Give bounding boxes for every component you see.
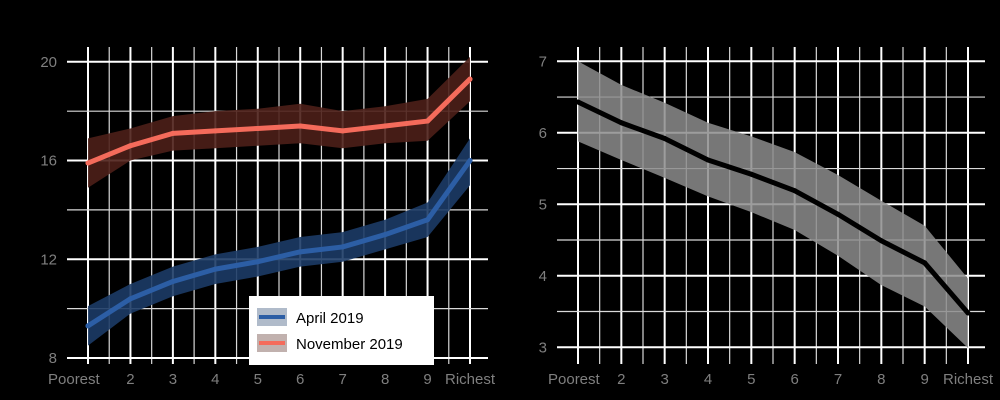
legend: April 2019 November 2019 (249, 296, 434, 365)
legend-label-april-2019: April 2019 (296, 310, 364, 327)
data-point-series-0 (618, 120, 624, 126)
x-tick-label: Poorest (48, 371, 101, 388)
data-point-april-2019 (340, 244, 346, 250)
data-point-series-0 (878, 238, 884, 244)
y-tick-label: 16 (40, 153, 57, 170)
x-tick-label: 2 (617, 371, 625, 388)
x-tick-label: Richest (943, 371, 994, 388)
legend-box (249, 296, 434, 365)
confidence-band-november-2019 (88, 56, 470, 188)
y-tick-label: 8 (49, 350, 57, 367)
legend-label-november-2019: November 2019 (296, 336, 403, 353)
data-point-april-2019 (85, 323, 91, 329)
x-tick-label: 4 (704, 371, 712, 388)
series-line-series-0 (575, 99, 971, 316)
confidence-band-series-0 (578, 61, 968, 348)
x-tick-label: 7 (834, 371, 842, 388)
y-tick-label: 5 (539, 196, 547, 213)
data-point-april-2019 (467, 158, 473, 164)
x-tick-label: 9 (423, 371, 431, 388)
x-tick-label: 5 (254, 371, 262, 388)
x-tick-label: Poorest (548, 371, 601, 388)
x-tick-label: 8 (877, 371, 885, 388)
x-tick-label: 6 (790, 371, 798, 388)
data-point-november-2019 (255, 125, 261, 131)
y-tick-label: 6 (539, 125, 547, 142)
data-point-november-2019 (170, 130, 176, 136)
y-tick-label: 4 (539, 268, 547, 285)
data-point-series-0 (835, 211, 841, 217)
data-point-november-2019 (212, 128, 218, 134)
data-point-series-0 (792, 188, 798, 194)
x-tick-label: 7 (338, 371, 346, 388)
y-tick-label: 7 (539, 53, 547, 70)
data-point-series-0 (748, 171, 754, 177)
data-point-april-2019 (127, 296, 133, 302)
y-tick-label: 20 (40, 54, 57, 71)
data-point-november-2019 (340, 128, 346, 134)
x-tick-label: 5 (747, 371, 755, 388)
data-point-series-0 (922, 260, 928, 266)
data-point-april-2019 (425, 217, 431, 223)
x-tick-label: 4 (211, 371, 219, 388)
y-tick-label: 12 (40, 251, 57, 268)
data-point-november-2019 (382, 123, 388, 129)
data-point-series-0 (575, 99, 581, 105)
x-tick-label: 9 (920, 371, 928, 388)
data-point-series-0 (662, 136, 668, 142)
x-tick-label: 3 (660, 371, 668, 388)
data-point-april-2019 (382, 232, 388, 238)
y-tick-label: 3 (539, 339, 547, 356)
data-point-april-2019 (297, 249, 303, 255)
data-point-november-2019 (127, 143, 133, 149)
data-point-november-2019 (85, 160, 91, 166)
data-point-april-2019 (170, 278, 176, 284)
x-tick-label: Richest (445, 371, 496, 388)
data-point-series-0 (705, 157, 711, 163)
x-tick-label: 6 (296, 371, 304, 388)
confidence-band-april-2019 (88, 138, 470, 346)
data-point-april-2019 (255, 259, 261, 265)
x-tick-label: 8 (381, 371, 389, 388)
data-point-april-2019 (212, 266, 218, 272)
x-tick-label: 2 (126, 371, 134, 388)
data-point-november-2019 (297, 123, 303, 129)
series-line-november-2019 (85, 76, 473, 166)
data-point-series-0 (965, 310, 971, 316)
right-panel: 3 4 5 6 7 Poorest 2 3 4 5 6 7 8 9 Richest (539, 47, 994, 388)
data-point-november-2019 (467, 76, 473, 82)
left-panel: 8 12 16 20 Poorest 2 3 4 5 6 7 8 9 Richest (40, 47, 496, 388)
data-point-november-2019 (425, 118, 431, 124)
x-tick-label: 3 (169, 371, 177, 388)
series-line-april-2019 (85, 158, 473, 329)
